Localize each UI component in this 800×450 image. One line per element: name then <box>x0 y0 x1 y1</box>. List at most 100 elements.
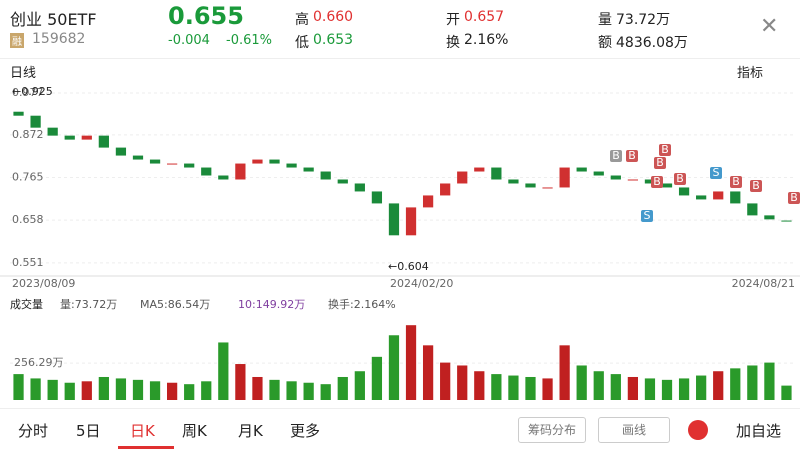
close-button[interactable]: ✕ <box>760 14 779 39</box>
volume-bar <box>542 378 553 400</box>
indicator-button[interactable]: 指标 <box>737 66 764 81</box>
volume-bar <box>474 371 485 400</box>
volume-bar <box>405 325 417 400</box>
period-tab[interactable]: 5日 <box>76 422 101 440</box>
badge: 融 <box>10 33 24 48</box>
candle <box>81 135 92 140</box>
y-tick-label: 256.29万 <box>14 356 64 369</box>
code: 159682 <box>32 31 86 47</box>
candle <box>30 115 41 128</box>
volume-bar <box>13 374 24 400</box>
trade-marker <box>651 176 663 188</box>
volume-bar <box>559 345 570 400</box>
volume-bar <box>661 379 673 400</box>
volume-bar <box>47 379 58 400</box>
volume-bar <box>440 362 451 400</box>
draw-button[interactable]: 画线 <box>598 417 670 443</box>
trade-marker-label: B <box>653 175 661 188</box>
candle <box>252 159 263 164</box>
trade-marker <box>659 144 671 156</box>
change: -0.004 <box>168 33 210 48</box>
candle <box>593 171 604 176</box>
candle <box>218 175 229 180</box>
candle <box>781 220 792 222</box>
candle <box>559 167 570 188</box>
candle <box>747 203 758 216</box>
period-tab[interactable]: 日K <box>130 422 155 440</box>
high-label: 高 <box>295 12 309 28</box>
volume-label: 量 <box>598 12 612 28</box>
trade-marker-label: B <box>752 179 760 192</box>
turnover-label: 换 <box>446 35 460 51</box>
candle <box>644 179 656 184</box>
price: 0.655 <box>168 2 244 30</box>
candle <box>320 171 331 180</box>
candle <box>576 167 587 172</box>
period-tab[interactable]: 月K <box>238 422 263 440</box>
candle <box>440 183 451 196</box>
turnover: 2.16% <box>464 32 509 48</box>
candle <box>457 171 468 184</box>
trade-marker <box>730 176 742 188</box>
volume-bar <box>98 376 109 400</box>
candle <box>184 163 195 168</box>
low: 0.653 <box>313 32 354 48</box>
candle <box>661 183 673 188</box>
trade-marker <box>641 210 653 222</box>
trade-marker-label: S <box>713 166 720 179</box>
volume-bar <box>696 375 707 400</box>
trade-marker <box>750 180 762 192</box>
volume-title: 成交量 <box>10 297 43 311</box>
chip-button[interactable]: 筹码分布 <box>518 417 586 443</box>
volume-bar <box>593 371 604 400</box>
volume-stat: MA5:86.54万 <box>140 298 210 311</box>
volume-bar <box>610 374 621 400</box>
volume-bar <box>371 356 383 400</box>
volume-bar <box>218 342 229 400</box>
y-tick-label: 0.658 <box>12 213 44 226</box>
candle <box>167 163 178 165</box>
candle <box>371 191 383 204</box>
period-tab[interactable]: 更多 <box>290 422 321 440</box>
trade-marker <box>610 150 622 162</box>
candle <box>303 167 314 172</box>
chart: 0.977 0.872 0.765 0.658 0.551 2023/08/09 2024/… <box>0 85 800 400</box>
volume-bar <box>286 381 297 400</box>
trade-marker-label: B <box>656 156 664 169</box>
volume-stat: 换手:2.164% <box>328 297 396 311</box>
trade-marker-label: B <box>732 175 740 188</box>
candle <box>201 167 212 176</box>
volume-bar <box>388 335 400 400</box>
record-button[interactable] <box>688 420 708 440</box>
trade-marker-label: B <box>628 149 636 162</box>
x-tick-label: 2023/08/09 <box>12 277 75 290</box>
volume-bar <box>678 378 690 400</box>
period-label: 日线 <box>10 66 37 81</box>
volume-bar <box>627 376 638 400</box>
divider <box>0 58 800 59</box>
candle <box>388 203 400 236</box>
amount-label: 额 <box>598 35 612 51</box>
volume-bar <box>781 385 792 400</box>
volume-bar <box>491 374 502 400</box>
volume-bar <box>320 384 331 400</box>
low-label: 低 <box>295 35 309 51</box>
x-tick-label: 2024/02/20 <box>390 277 453 290</box>
candle <box>47 127 58 136</box>
y-tick-label: 0.872 <box>12 128 44 141</box>
candle <box>132 155 144 160</box>
watchlist-button[interactable]: 加自选 <box>736 422 782 440</box>
open-label: 开 <box>446 12 460 28</box>
period-tab[interactable]: 周K <box>182 422 207 440</box>
candle <box>115 147 127 156</box>
period-tab[interactable]: 分时 <box>18 422 49 440</box>
volume-bar <box>167 382 178 400</box>
volume-bar <box>64 382 75 400</box>
candle <box>422 195 434 208</box>
volume-bar <box>747 365 758 400</box>
active-tab-underline <box>118 446 174 449</box>
candle <box>235 163 246 180</box>
candle <box>64 135 75 140</box>
candle <box>764 215 775 220</box>
